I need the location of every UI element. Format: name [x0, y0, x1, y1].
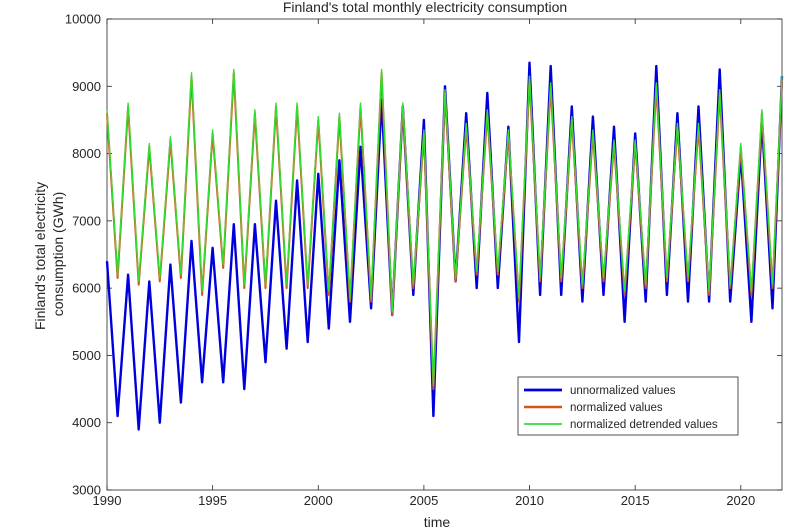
chart-title: Finland's total monthly electricity cons…	[283, 0, 567, 15]
y-tick-label: 10000	[65, 12, 101, 27]
y-axis-label: Finland's total electricity consumption …	[32, 178, 66, 330]
y-tick-label: 4000	[72, 415, 101, 430]
y-tick-label: 6000	[72, 281, 101, 296]
legend-label-1: unnormalized values	[570, 385, 676, 397]
y-tick-label: 5000	[72, 348, 101, 363]
y-axis-label-line-2: consumption (GWh)	[50, 192, 66, 316]
x-tick-label: 2005	[409, 493, 438, 508]
x-tick-label: 2020	[726, 493, 755, 508]
series-line-3	[106, 68, 783, 387]
legend: unnormalized values normalized values norm…	[517, 376, 739, 436]
y-tick-label: 7000	[72, 213, 101, 228]
axis-ticks: 1990 1995 2000 2005 2010 2015 2020 3000 4000 5000…	[65, 12, 782, 508]
series-lines	[105, 61, 784, 431]
x-tick-label: 2000	[304, 493, 333, 508]
x-tick-label: 2010	[515, 493, 544, 508]
legend-label-2: normalized values	[570, 402, 663, 414]
x-tick-label: 2015	[621, 493, 650, 508]
legend-label-3: normalized detrended values	[570, 419, 718, 431]
x-tick-label: 1990	[93, 493, 122, 508]
y-axis-label-line-1: Finland's total electricity	[32, 182, 48, 330]
x-axis-label: time	[424, 514, 451, 530]
x-tick-label: 1995	[198, 493, 227, 508]
y-tick-label: 8000	[72, 146, 101, 161]
y-tick-label: 3000	[72, 483, 101, 498]
y-tick-label: 9000	[72, 79, 101, 94]
